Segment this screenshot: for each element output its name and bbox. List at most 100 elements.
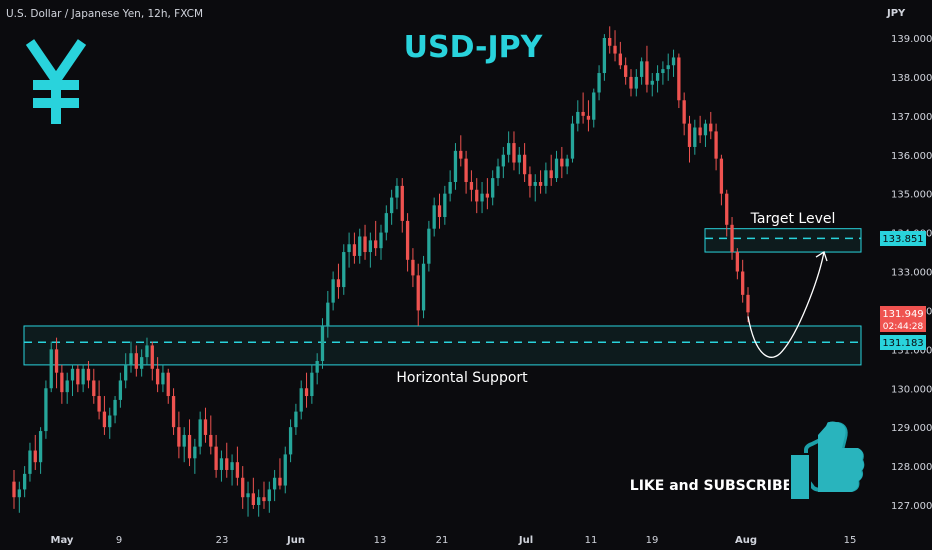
candle-body xyxy=(358,236,362,256)
candle-body xyxy=(214,446,218,470)
candle-body xyxy=(363,236,367,253)
candle-body xyxy=(427,228,431,264)
candle xyxy=(581,92,585,124)
candle xyxy=(368,232,373,268)
candle xyxy=(491,170,495,206)
candle-body xyxy=(624,65,628,77)
candle-body xyxy=(17,489,21,498)
candle-body xyxy=(267,489,271,502)
thumbs-up-icon[interactable] xyxy=(789,421,865,501)
candle xyxy=(86,361,91,389)
candle xyxy=(358,228,362,264)
candle xyxy=(533,174,537,202)
candle-body xyxy=(725,193,729,225)
candle xyxy=(432,197,436,237)
candle xyxy=(629,69,633,97)
support-zone xyxy=(23,325,862,366)
candle xyxy=(512,131,516,171)
candle-body xyxy=(251,493,255,505)
candle xyxy=(241,466,245,509)
target-price-tag: 133.851 xyxy=(880,231,926,246)
candle xyxy=(38,427,43,474)
candle-body xyxy=(92,380,96,397)
candle-body xyxy=(464,158,468,182)
candle xyxy=(592,88,596,128)
candle-body xyxy=(304,388,309,397)
candle-body xyxy=(709,123,713,132)
candle xyxy=(214,434,218,478)
price-tick-label: 135.000 xyxy=(891,190,932,201)
candle-body xyxy=(203,419,208,435)
candle xyxy=(246,481,250,517)
candle xyxy=(464,150,468,194)
candle-body xyxy=(124,364,128,381)
candle xyxy=(634,69,638,97)
time-axis[interactable]: May 9 23 Jun 13 21 Jul 11 19 Aug 15 xyxy=(51,535,857,546)
target-level-label: Target Level xyxy=(750,211,836,227)
candle-body xyxy=(33,450,37,463)
candle xyxy=(118,372,123,408)
candle-body xyxy=(682,100,686,124)
candle-body xyxy=(448,181,452,194)
candle xyxy=(374,220,378,256)
svg-text:133.851: 133.851 xyxy=(882,234,923,245)
candle xyxy=(166,368,170,404)
forecast-path xyxy=(747,251,825,358)
candle-body xyxy=(443,193,447,218)
candle xyxy=(427,220,431,272)
candle-body xyxy=(576,111,580,124)
candle xyxy=(437,193,442,229)
candle xyxy=(671,49,676,77)
candle xyxy=(294,403,298,435)
candle xyxy=(326,290,330,338)
yen-icon xyxy=(25,39,87,124)
candle xyxy=(320,318,325,369)
cta-text: LIKE and SUBSCRIBE xyxy=(630,478,792,494)
price-tick-label: 138.000 xyxy=(891,73,932,84)
candles xyxy=(12,26,750,517)
candle xyxy=(187,419,192,467)
candle-body xyxy=(352,244,357,256)
candle-body xyxy=(480,193,484,202)
svg-text:131.183: 131.183 xyxy=(882,338,923,349)
candle-body xyxy=(544,170,548,186)
candle-body xyxy=(687,123,692,147)
candle-body xyxy=(512,143,516,163)
candle xyxy=(150,341,154,381)
price-tick-label: 129.000 xyxy=(891,423,932,434)
candle-body xyxy=(283,454,287,486)
candle-body xyxy=(272,477,277,490)
candle-body xyxy=(86,368,91,381)
candle-body xyxy=(230,462,234,470)
candle xyxy=(682,92,686,136)
candle-body xyxy=(416,275,420,311)
candle xyxy=(342,244,346,295)
candle-body xyxy=(171,396,176,428)
candle xyxy=(522,143,527,182)
candle-body xyxy=(81,368,85,385)
candle xyxy=(602,34,607,81)
candle xyxy=(283,446,287,494)
candle-body xyxy=(507,143,511,155)
candle-body xyxy=(549,170,553,179)
candle xyxy=(352,232,357,264)
candle xyxy=(44,380,48,439)
candle-body xyxy=(166,372,170,397)
candle-body xyxy=(714,131,718,159)
candle-body xyxy=(437,205,442,218)
candle xyxy=(624,57,628,85)
time-tick-label: May xyxy=(51,535,74,546)
candle-body xyxy=(368,240,373,253)
candle xyxy=(645,45,649,93)
candle xyxy=(97,380,101,420)
candle-body xyxy=(741,271,745,295)
candle-body xyxy=(522,154,527,175)
candle-body xyxy=(155,368,160,385)
time-tick-label: 15 xyxy=(844,535,857,546)
candle xyxy=(496,158,500,186)
candle-body xyxy=(421,263,426,311)
candle-body xyxy=(613,45,617,54)
candle xyxy=(33,434,37,470)
